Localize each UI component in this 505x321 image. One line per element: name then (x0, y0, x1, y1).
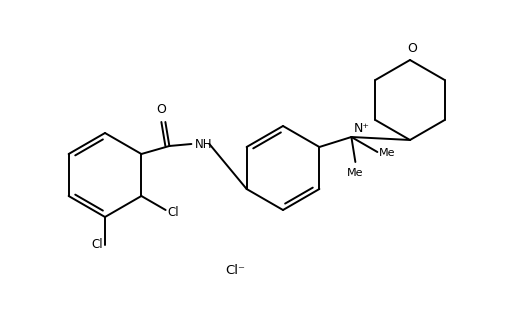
Text: Me: Me (379, 148, 396, 158)
Text: O: O (157, 103, 166, 116)
Text: N⁺: N⁺ (354, 122, 369, 135)
Text: Cl: Cl (91, 239, 103, 251)
Text: Cl: Cl (168, 205, 179, 219)
Text: O: O (407, 42, 417, 55)
Text: Me: Me (347, 168, 364, 178)
Text: NH: NH (195, 137, 213, 151)
Text: Cl⁻: Cl⁻ (225, 264, 245, 276)
